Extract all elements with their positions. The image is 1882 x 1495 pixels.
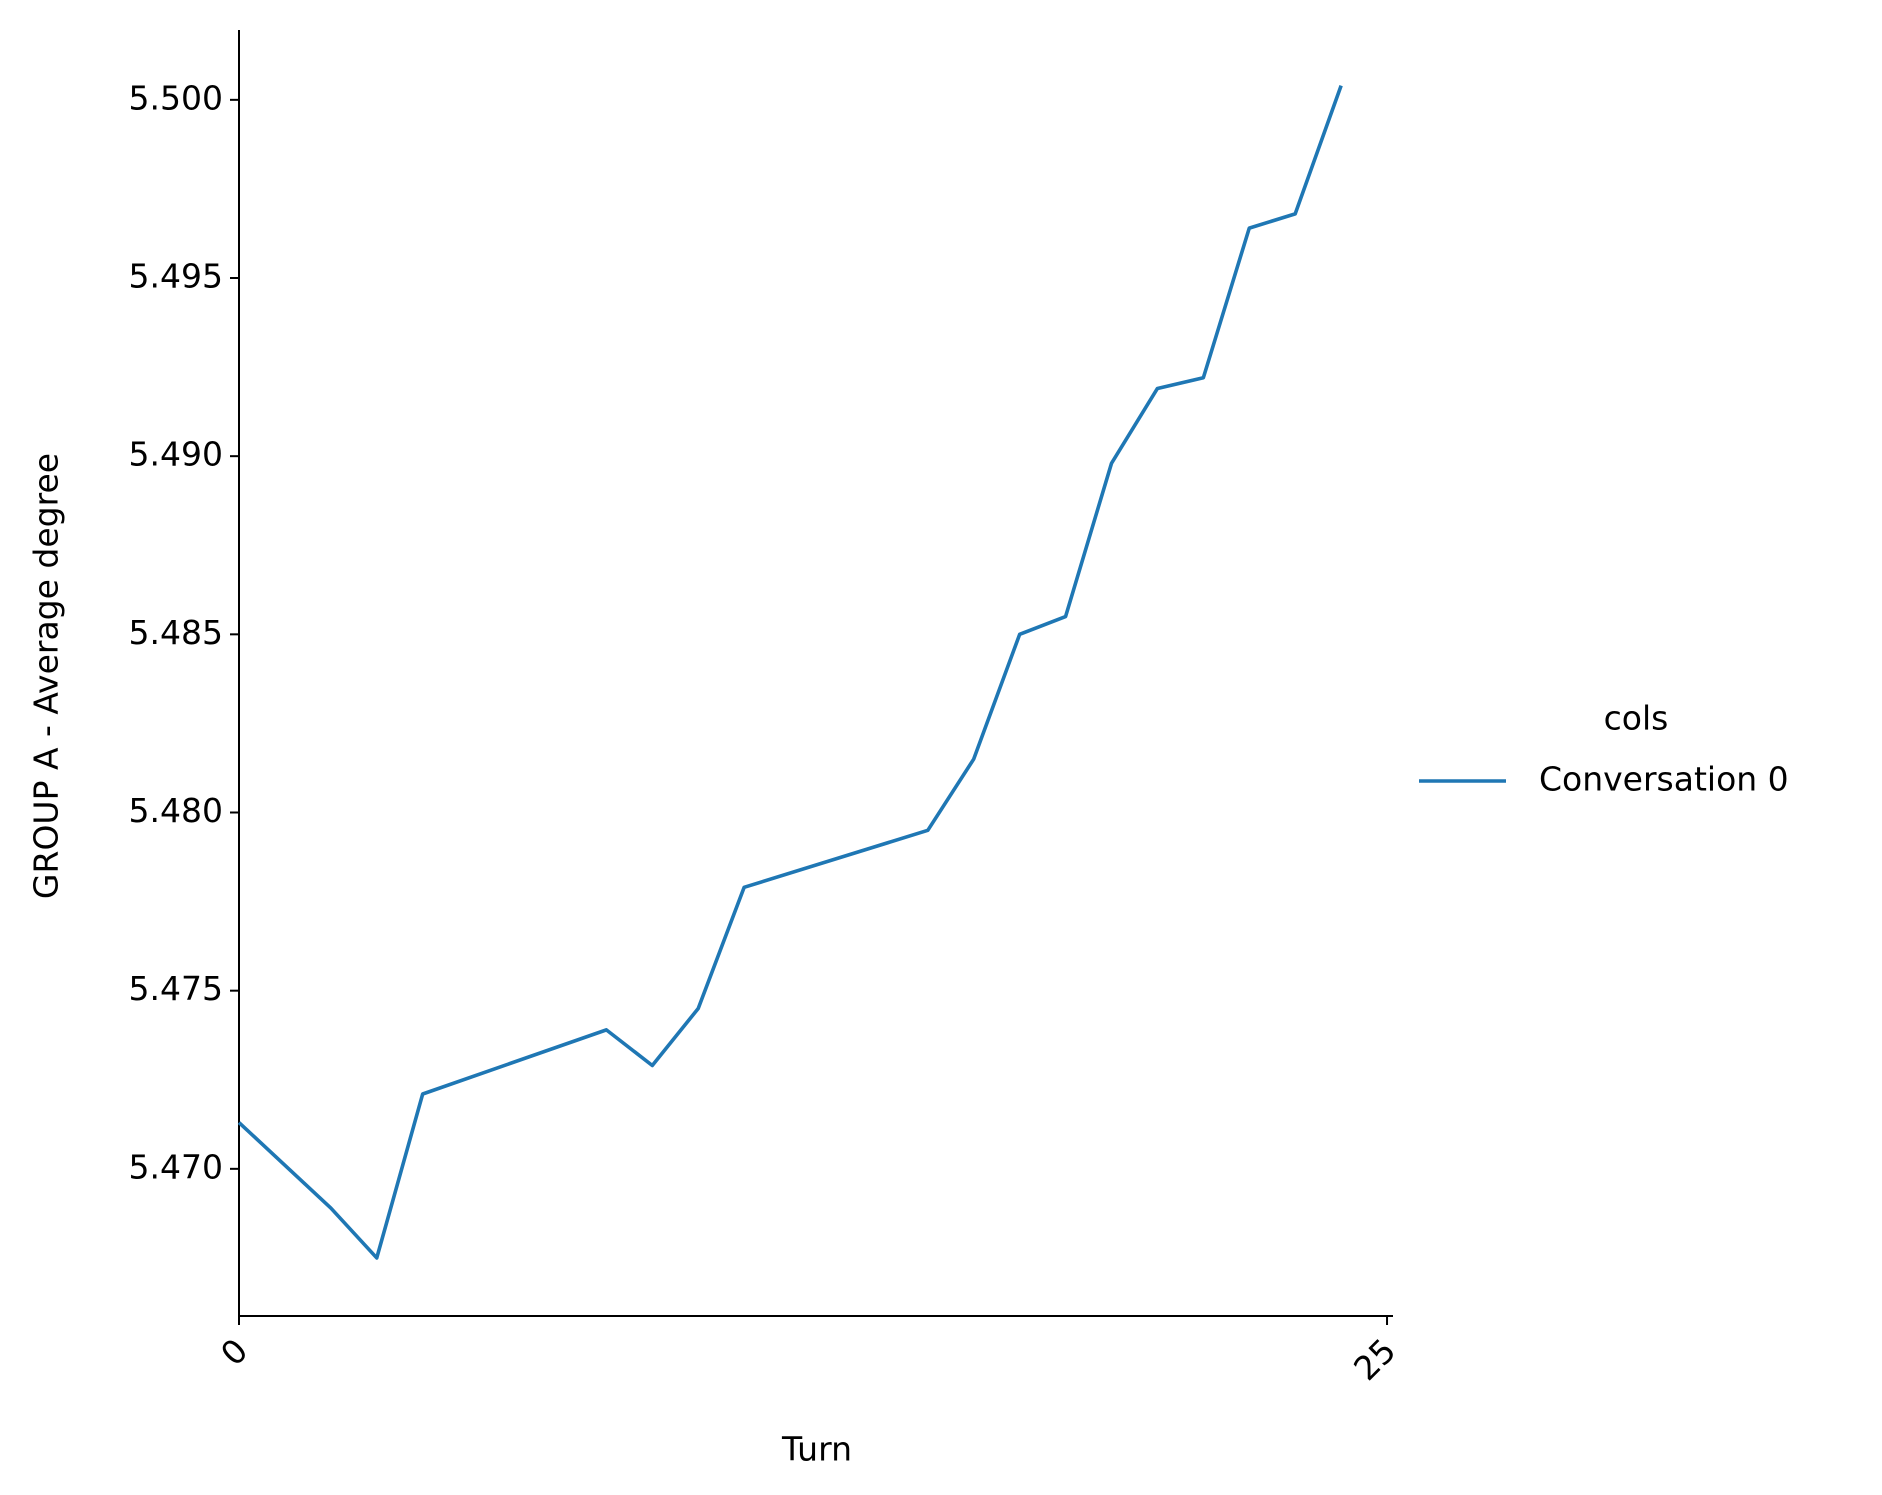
y-tick-label: 5.470 xyxy=(129,1147,223,1186)
y-tick-label: 5.500 xyxy=(129,78,223,117)
x-tick-label: 25 xyxy=(1346,1331,1403,1388)
y-tick-label: 5.495 xyxy=(129,257,223,296)
x-axis-label: Turn xyxy=(781,1430,852,1469)
legend-title: cols xyxy=(1604,699,1669,738)
legend-label: Conversation 0 xyxy=(1539,760,1789,799)
x-tick-label: 0 xyxy=(213,1331,255,1373)
y-axis-label: GROUP A - Average degree xyxy=(27,453,66,899)
data-line xyxy=(237,84,1343,1260)
y-tick-label: 5.475 xyxy=(129,969,223,1008)
y-tick-label: 5.490 xyxy=(129,435,223,474)
y-tick-label: 5.485 xyxy=(129,613,223,652)
y-tick-label: 5.480 xyxy=(129,791,223,830)
